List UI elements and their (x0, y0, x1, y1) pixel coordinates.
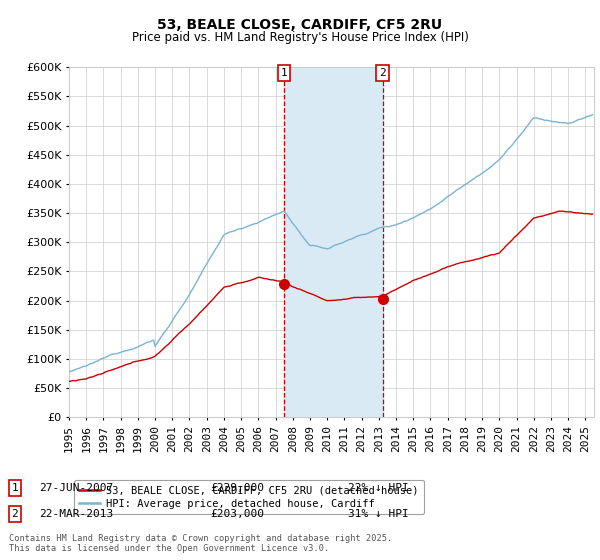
Text: 22-MAR-2013: 22-MAR-2013 (39, 509, 113, 519)
Text: 27-JUN-2007: 27-JUN-2007 (39, 483, 113, 493)
Text: 1: 1 (11, 483, 19, 493)
Bar (284, 67, 383, 417)
Text: £203,000: £203,000 (210, 509, 264, 519)
Text: Contains HM Land Registry data © Crown copyright and database right 2025.
This d: Contains HM Land Registry data © Crown c… (9, 534, 392, 553)
Text: Price paid vs. HM Land Registry's House Price Index (HPI): Price paid vs. HM Land Registry's House … (131, 31, 469, 44)
Text: 31% ↓ HPI: 31% ↓ HPI (348, 509, 409, 519)
Legend: 53, BEALE CLOSE, CARDIFF, CF5 2RU (detached house), HPI: Average price, detached: 53, BEALE CLOSE, CARDIFF, CF5 2RU (detac… (74, 480, 424, 514)
Text: £229,000: £229,000 (210, 483, 264, 493)
Text: 1: 1 (281, 68, 287, 78)
Text: 2: 2 (379, 68, 386, 78)
Text: 2: 2 (11, 509, 19, 519)
Text: 53, BEALE CLOSE, CARDIFF, CF5 2RU: 53, BEALE CLOSE, CARDIFF, CF5 2RU (157, 18, 443, 32)
Text: 22% ↓ HPI: 22% ↓ HPI (348, 483, 409, 493)
